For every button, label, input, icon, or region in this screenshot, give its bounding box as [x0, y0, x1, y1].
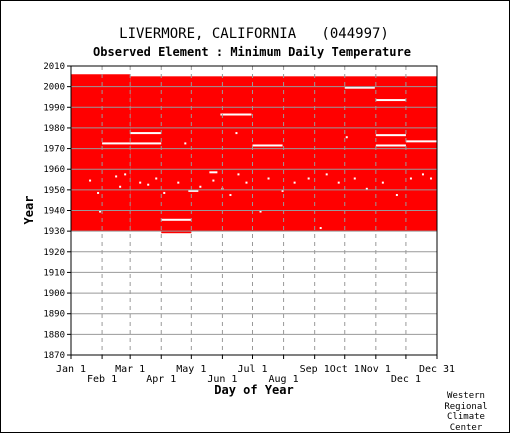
y-tick-label: 1970: [43, 145, 65, 155]
missing-day: [163, 191, 166, 194]
y-tick-label: 1890: [43, 310, 65, 320]
x-tick-label: Jun 1: [207, 374, 237, 385]
missing-segment: [130, 132, 162, 135]
y-tick-label: 1940: [43, 207, 65, 217]
y-tick-label: 2000: [43, 83, 65, 93]
credit-line: Center: [449, 422, 483, 433]
y-tick-label: 1910: [43, 268, 65, 278]
wrcc-credit: Western Regional Climate Center: [436, 391, 496, 433]
missing-day: [147, 183, 150, 186]
x-tick-label: Mar 1: [115, 364, 145, 375]
y-tick-label: 1920: [43, 248, 65, 258]
missing-day: [337, 181, 340, 184]
missing-day: [395, 194, 398, 197]
credit-line: Western: [447, 391, 485, 401]
x-tick-label: Feb 1: [87, 374, 117, 385]
chart-subtitle: Observed Element : Minimum Daily Tempera…: [93, 45, 411, 59]
missing-segment: [161, 218, 192, 221]
y-tick-label: 1960: [43, 165, 65, 175]
data-block: [71, 74, 131, 232]
missing-day: [429, 177, 432, 180]
missing-day: [229, 194, 232, 197]
missing-segment: [220, 113, 252, 116]
x-tick-label: Sep 1: [300, 364, 330, 375]
x-tick-label: Jul 1: [237, 364, 267, 375]
missing-day: [259, 210, 262, 213]
x-tick-label: Jan 1: [56, 364, 86, 375]
missing-day: [245, 181, 248, 184]
missing-day: [345, 136, 348, 139]
chart-title: LIVERMORE, CALIFORNIA (044997): [119, 26, 389, 42]
missing-day: [124, 173, 127, 176]
missing-segment: [252, 144, 283, 147]
missing-day: [115, 175, 118, 178]
missing-day: [235, 132, 238, 135]
missing-day: [89, 179, 92, 182]
missing-day: [199, 185, 202, 188]
x-axis-label: Day of Year: [214, 383, 293, 397]
y-tick-label: 1900: [43, 289, 65, 299]
y-tick-label: 1930: [43, 227, 65, 237]
missing-day: [409, 177, 412, 180]
data-block: [161, 231, 192, 234]
y-tick-label: 1950: [43, 186, 65, 196]
y-tick-label: 1880: [43, 330, 65, 340]
credit-line: Climate: [447, 412, 485, 422]
missing-day: [99, 210, 102, 213]
x-tick-label: Dec 1: [391, 374, 421, 385]
missing-day: [381, 181, 384, 184]
missing-day: [237, 173, 240, 176]
missing-day: [365, 187, 368, 190]
missing-day: [267, 177, 270, 180]
missing-segment: [130, 142, 162, 145]
x-tick-label: Dec 31: [419, 364, 455, 375]
missing-day: [353, 177, 356, 180]
missing-day: [319, 227, 322, 230]
x-tick-label: Nov 1: [361, 364, 391, 375]
x-tick-label: Aug 1: [269, 374, 299, 385]
missing-segment: [209, 171, 218, 174]
y-tick-label: 2010: [43, 62, 65, 72]
missing-day: [325, 173, 328, 176]
missing-segment: [375, 134, 406, 137]
missing-day: [184, 142, 187, 145]
missing-segment: [102, 142, 131, 145]
missing-day: [212, 179, 215, 182]
y-tick-label: 1990: [43, 103, 65, 113]
missing-day: [139, 181, 142, 184]
missing-day: [421, 173, 424, 176]
missing-day: [177, 181, 180, 184]
missing-day: [119, 185, 122, 188]
x-tick-label: Oct 1: [330, 364, 360, 375]
missing-day: [307, 177, 310, 180]
missing-day: [155, 177, 158, 180]
missing-segment: [375, 144, 406, 147]
missing-day: [281, 189, 284, 192]
missing-day: [293, 181, 296, 184]
x-tick-label: May 1: [176, 364, 206, 375]
missing-segment: [188, 189, 199, 192]
y-tick-label: 1980: [43, 124, 65, 134]
missing-segment: [405, 140, 437, 143]
plot-area: 1870 1880 1890 1900 1910 1920 1930 1940 1950 1960…: [43, 62, 455, 385]
x-tick-label: Apr 1: [146, 374, 176, 385]
missing-segment: [344, 86, 375, 89]
y-tick-label: 1870: [43, 351, 65, 361]
missing-segment: [375, 99, 406, 102]
y-axis-label: Year: [22, 196, 36, 225]
missing-day: [97, 191, 100, 194]
credit-line: Regional: [444, 401, 488, 412]
